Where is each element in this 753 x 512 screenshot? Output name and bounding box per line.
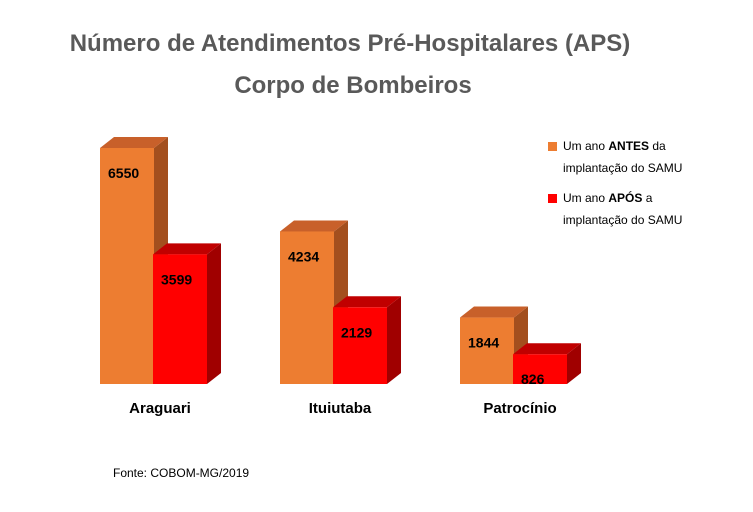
- category-label-3: Patrocínio: [483, 400, 556, 417]
- legend-antes-bold: ANTES: [608, 139, 650, 153]
- bar-front: [513, 354, 567, 384]
- bar-front: [153, 254, 207, 384]
- data-label-apos-1: 3599: [161, 271, 192, 287]
- bar-apos-2: [333, 296, 401, 384]
- bar-top: [153, 243, 221, 255]
- bar-side: [387, 296, 401, 384]
- legend-apos-bold: APÓS: [608, 191, 643, 205]
- data-label-antes-2: 4234: [288, 248, 319, 264]
- bar-side: [567, 343, 581, 384]
- legend-item-apos: Um ano APÓS a implantação do SAMU: [548, 187, 682, 231]
- chart-title: Número de Atendimentos Pré-Hospitalares …: [69, 30, 631, 57]
- legend-label-antes-line2: implantação do SAMU: [563, 161, 683, 175]
- bar-top: [460, 306, 528, 318]
- bar-side: [207, 243, 221, 384]
- bar-apos-1: [153, 243, 221, 384]
- legend-swatch-antes: [548, 142, 557, 151]
- source-note: Fonte: COBOM-MG/2019: [113, 466, 250, 480]
- data-label-antes-3: 1844: [468, 335, 499, 351]
- category-label-2: Ituiutaba: [309, 400, 372, 417]
- legend-antes-post: da: [649, 139, 666, 153]
- data-label-apos-2: 2129: [341, 324, 372, 340]
- legend-label-antes: Um ano ANTES da: [563, 135, 682, 157]
- data-label-apos-3: 826: [521, 371, 545, 387]
- bar-front: [460, 317, 514, 384]
- chart-subtitle: Corpo de Bombeiros: [234, 72, 472, 99]
- category-label-1: Araguari: [129, 400, 191, 417]
- legend-label-apos-line2: implantação do SAMU: [563, 213, 683, 227]
- legend-antes-pre: Um ano: [563, 139, 609, 153]
- bar-antes-3: [460, 306, 528, 384]
- bar-apos-3: [513, 343, 581, 384]
- bar-top: [333, 296, 401, 308]
- bar-top: [100, 137, 168, 148]
- bar-top: [513, 343, 581, 355]
- legend-label-apos: Um ano APÓS a: [563, 187, 682, 209]
- legend-item-antes: Um ano ANTES da implantação do SAMU: [548, 135, 682, 179]
- chart-legend: Um ano ANTES da implantação do SAMU Um a…: [548, 135, 682, 231]
- bar-front: [100, 148, 154, 384]
- data-label-antes-1: 6550: [108, 165, 139, 181]
- legend-apos-post: a: [642, 191, 653, 205]
- legend-apos-pre: Um ano: [563, 191, 609, 205]
- legend-swatch-apos: [548, 194, 557, 203]
- bar-top: [280, 220, 348, 232]
- bar-front: [333, 307, 387, 384]
- bar-front: [280, 231, 334, 384]
